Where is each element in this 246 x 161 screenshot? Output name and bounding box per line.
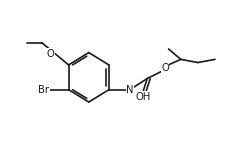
Text: OH: OH <box>135 92 151 102</box>
Text: Br: Br <box>38 85 49 95</box>
Text: O: O <box>47 49 54 59</box>
Text: N: N <box>126 85 134 95</box>
Text: O: O <box>161 63 169 73</box>
